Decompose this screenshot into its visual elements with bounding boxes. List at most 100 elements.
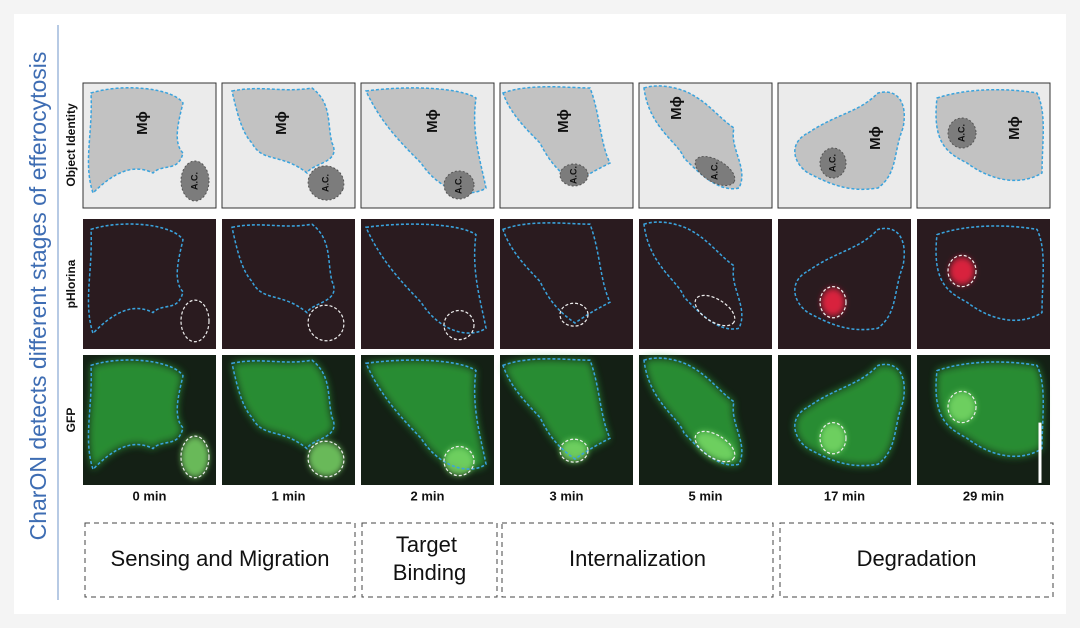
target-label: A.C. xyxy=(189,172,199,190)
panel-content: Mϕ A.C. xyxy=(643,85,743,190)
stage-box xyxy=(361,522,498,598)
panel xyxy=(500,355,633,485)
figure-title: CharON detects different stages of effer… xyxy=(25,52,51,541)
row-label: Object Identity xyxy=(64,103,78,187)
target-shape xyxy=(947,117,977,149)
panel-content xyxy=(231,223,345,342)
panel: Mϕ A.C. xyxy=(221,82,356,209)
panel-content xyxy=(231,359,345,478)
cell-outline xyxy=(87,223,184,335)
target-shape xyxy=(819,147,847,179)
panel: Mϕ A.C. xyxy=(916,82,1051,209)
panel: Mϕ A.C. xyxy=(360,82,495,209)
panel-background xyxy=(361,219,494,349)
panel xyxy=(361,219,494,349)
cell-fluorescence xyxy=(503,358,610,459)
cell-outline xyxy=(364,223,487,334)
panel-content xyxy=(935,361,1044,483)
target-outline xyxy=(180,435,210,479)
target-fluorescence xyxy=(560,439,588,463)
time-label: 17 min xyxy=(824,488,865,503)
cell-shape xyxy=(502,86,612,184)
panel xyxy=(222,219,355,349)
cell-outline xyxy=(502,358,612,460)
stage-box xyxy=(779,522,1054,598)
target-outline xyxy=(307,440,345,478)
stage-label: Target Binding xyxy=(393,532,466,585)
panel-content xyxy=(364,359,487,477)
panel-content xyxy=(935,225,1044,321)
panel-background xyxy=(917,219,1050,349)
target-outline xyxy=(947,254,977,288)
row-label: GFP xyxy=(64,408,78,433)
target-outline xyxy=(307,304,345,342)
panel-content: Mϕ A.C. xyxy=(364,87,487,200)
cell-shape xyxy=(935,89,1044,182)
target-outline xyxy=(819,421,847,455)
panel-content: Mϕ A.C. xyxy=(794,91,905,191)
panel xyxy=(500,219,633,349)
cell-fluorescence xyxy=(88,359,183,470)
target-label: A.C. xyxy=(956,124,966,142)
target-shape xyxy=(694,155,736,187)
cell-label: Mϕ xyxy=(134,111,151,135)
panel: Mϕ A.C. xyxy=(777,82,912,209)
panel xyxy=(778,219,911,349)
target-label: A.C. xyxy=(827,154,837,172)
target-label: A.C. xyxy=(453,176,463,194)
panel-content xyxy=(502,358,612,463)
target-fluorescence xyxy=(820,422,846,454)
time-label: 1 min xyxy=(272,488,306,503)
stage-box xyxy=(84,522,356,598)
cell-label: Mϕ xyxy=(1006,116,1023,140)
cell-label: Mϕ xyxy=(555,109,572,133)
cell-outline xyxy=(364,359,487,470)
panel-content: Mϕ A.C. xyxy=(502,86,612,187)
panel-background xyxy=(639,219,772,349)
cell-outline xyxy=(643,357,743,466)
panel-content xyxy=(643,221,743,330)
time-label: 2 min xyxy=(411,488,445,503)
cell-outline xyxy=(643,221,743,330)
panel: Mϕ A.C. xyxy=(82,82,217,209)
signal-glow xyxy=(821,288,845,317)
panel-content: Mϕ A.C. xyxy=(87,87,210,202)
target-outline xyxy=(694,294,736,327)
cell-label: Mϕ xyxy=(424,109,441,133)
time-label: 29 min xyxy=(963,488,1004,503)
stage-box xyxy=(501,522,774,598)
panel-content: Mϕ A.C. xyxy=(935,89,1044,182)
panel xyxy=(361,355,494,485)
target-outline xyxy=(443,445,475,477)
target-outline xyxy=(947,390,977,424)
panel: Mϕ A.C. xyxy=(638,82,773,209)
target-shape xyxy=(307,165,345,201)
target-outline xyxy=(180,299,210,343)
panel: Mϕ A.C. xyxy=(499,82,634,209)
signal-glow xyxy=(949,256,975,286)
panel xyxy=(778,355,911,485)
target-fluorescence xyxy=(695,431,735,462)
target-outline xyxy=(559,302,589,327)
panel-content xyxy=(87,223,210,343)
panel xyxy=(917,219,1050,349)
panel xyxy=(83,355,216,485)
cell-label: Mϕ xyxy=(867,126,884,150)
target-fluorescence xyxy=(444,446,474,476)
target-shape xyxy=(180,160,210,202)
cell-shape xyxy=(87,87,184,195)
panel xyxy=(639,355,772,485)
cell-label: Mϕ xyxy=(273,111,290,135)
stage-label: Degradation xyxy=(857,546,977,571)
stage-label: Internalization xyxy=(569,546,706,571)
cell-outline xyxy=(935,361,1044,457)
cell-label: Mϕ xyxy=(668,96,685,120)
target-outline xyxy=(694,430,736,463)
panel-content xyxy=(643,357,743,466)
time-label: 0 min xyxy=(133,488,167,503)
panel-content xyxy=(502,222,612,327)
target-outline xyxy=(819,285,847,319)
panel xyxy=(639,219,772,349)
panel xyxy=(222,355,355,485)
panel-content xyxy=(364,223,487,341)
